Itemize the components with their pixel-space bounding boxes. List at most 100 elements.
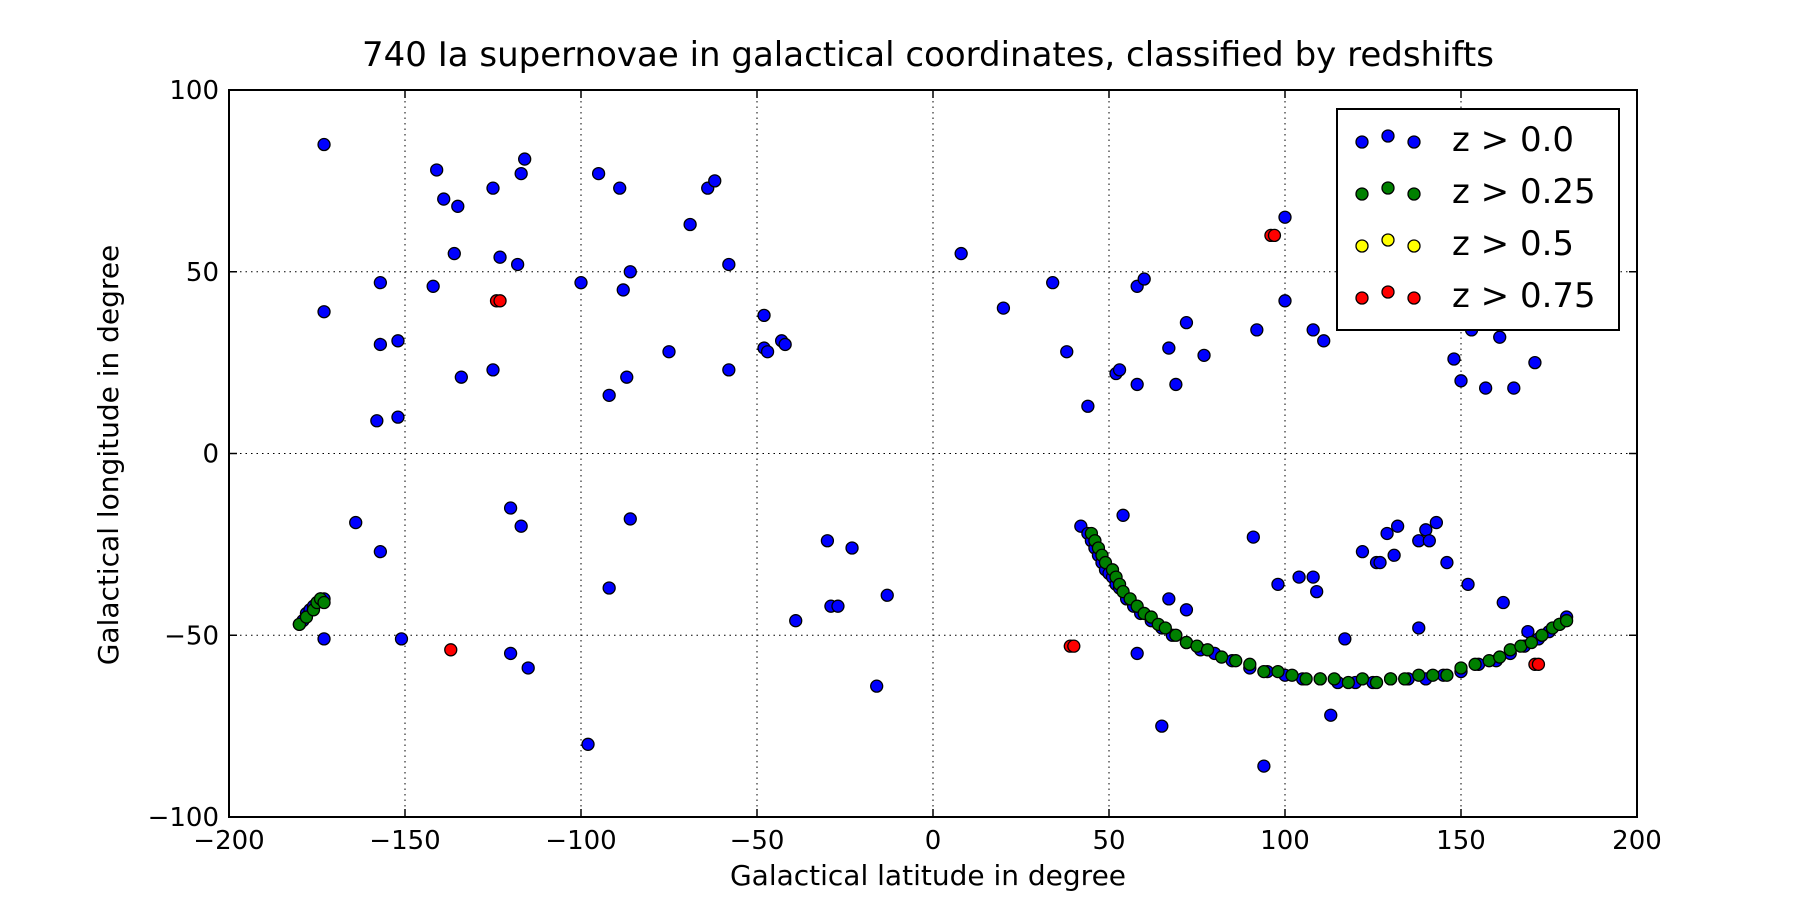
data-point <box>391 334 405 348</box>
data-point <box>317 595 331 610</box>
data-point <box>1299 672 1313 686</box>
legend-marker <box>1355 291 1369 305</box>
data-point <box>1229 654 1243 668</box>
legend-label: z > 0.5 <box>1452 224 1574 264</box>
x-tick-label: 0 <box>925 826 942 856</box>
data-point <box>1278 294 1292 308</box>
data-points <box>292 137 1574 773</box>
data-point <box>1507 381 1521 395</box>
data-point <box>521 661 535 675</box>
data-point <box>373 544 388 559</box>
data-point <box>1060 345 1074 359</box>
data-point <box>394 632 409 646</box>
data-point <box>1250 323 1264 337</box>
legend-label: z > 0.0 <box>1452 120 1574 160</box>
data-point <box>1496 595 1510 610</box>
data-point <box>493 250 507 264</box>
data-point <box>1317 334 1331 348</box>
data-point <box>486 181 500 195</box>
data-point <box>426 279 440 293</box>
legend-entry: z > 0.5 <box>1355 224 1574 264</box>
data-point <box>493 294 507 308</box>
data-point <box>1137 272 1151 286</box>
data-point <box>591 166 606 181</box>
data-point <box>1338 632 1352 646</box>
data-point <box>1355 672 1370 686</box>
data-point <box>581 737 595 751</box>
data-point <box>1200 643 1215 657</box>
data-point <box>1267 228 1282 243</box>
data-point <box>1387 548 1401 562</box>
legend-label: z > 0.75 <box>1452 276 1596 316</box>
legend-marker <box>1381 285 1395 299</box>
data-point <box>1292 570 1306 584</box>
data-point <box>1197 348 1211 363</box>
x-tick-label: −100 <box>545 826 616 856</box>
data-point <box>623 265 637 279</box>
data-point <box>1324 708 1338 722</box>
data-point <box>391 410 405 424</box>
x-axis-label: Galactical latitude in degree <box>730 859 1126 892</box>
series-group <box>292 526 1574 690</box>
legend-entry: z > 0.25 <box>1355 172 1596 212</box>
data-point <box>602 581 616 595</box>
data-point <box>757 308 771 323</box>
legend-marker <box>1355 135 1369 149</box>
data-point <box>708 174 722 188</box>
chart-title: 740 Ia supernovae in galactical coordina… <box>362 35 1494 75</box>
legend-marker <box>1381 181 1395 195</box>
x-tick-label: −50 <box>730 826 785 856</box>
data-point <box>1130 646 1144 661</box>
data-point <box>1412 668 1426 682</box>
data-point <box>1390 519 1405 533</box>
data-point <box>1493 330 1507 344</box>
data-point <box>789 614 803 628</box>
data-point <box>954 246 968 261</box>
data-point <box>1306 323 1320 337</box>
data-point <box>616 283 630 297</box>
data-point <box>1528 355 1542 370</box>
data-point <box>1278 210 1292 224</box>
data-point <box>1447 352 1461 366</box>
data-point <box>1271 664 1285 679</box>
data-point <box>437 192 451 206</box>
axis-ticks: −200 −150 −100 −50 0 50 100 150 200 −100 −50 0 50 100 <box>148 76 1662 856</box>
data-point <box>1380 526 1394 541</box>
data-point <box>574 276 588 290</box>
data-point <box>1383 672 1398 686</box>
data-point <box>317 305 331 319</box>
data-point <box>1067 639 1081 653</box>
data-point <box>1524 635 1539 650</box>
y-tick-label: 100 <box>169 76 219 106</box>
data-point <box>1412 621 1426 635</box>
data-point <box>447 246 461 261</box>
y-tick-label: 50 <box>186 258 219 288</box>
data-point <box>1369 675 1384 690</box>
data-point <box>1422 534 1436 548</box>
data-point <box>1327 672 1341 686</box>
legend-label: z > 0.25 <box>1452 172 1596 212</box>
data-point <box>373 337 388 352</box>
data-point <box>1158 621 1172 635</box>
data-point <box>1454 374 1468 388</box>
data-point <box>722 363 736 377</box>
x-tick-label: −200 <box>193 826 264 856</box>
data-point <box>514 519 528 533</box>
x-tick-label: −150 <box>369 826 440 856</box>
data-point <box>1162 592 1176 606</box>
data-point <box>503 501 518 515</box>
legend-entry: z > 0.0 <box>1355 120 1574 160</box>
legend-marker <box>1381 129 1395 143</box>
data-point <box>602 388 616 402</box>
data-point <box>620 370 634 384</box>
data-point <box>1130 377 1144 392</box>
x-tick-label: 150 <box>1436 826 1486 856</box>
legend-marker <box>1355 187 1369 201</box>
data-point <box>1531 657 1546 671</box>
data-point <box>1169 377 1183 392</box>
data-point <box>1306 570 1320 584</box>
x-tick-label: 200 <box>1612 826 1662 856</box>
data-point <box>1429 515 1444 530</box>
data-point <box>1461 577 1475 592</box>
data-point <box>870 679 884 693</box>
